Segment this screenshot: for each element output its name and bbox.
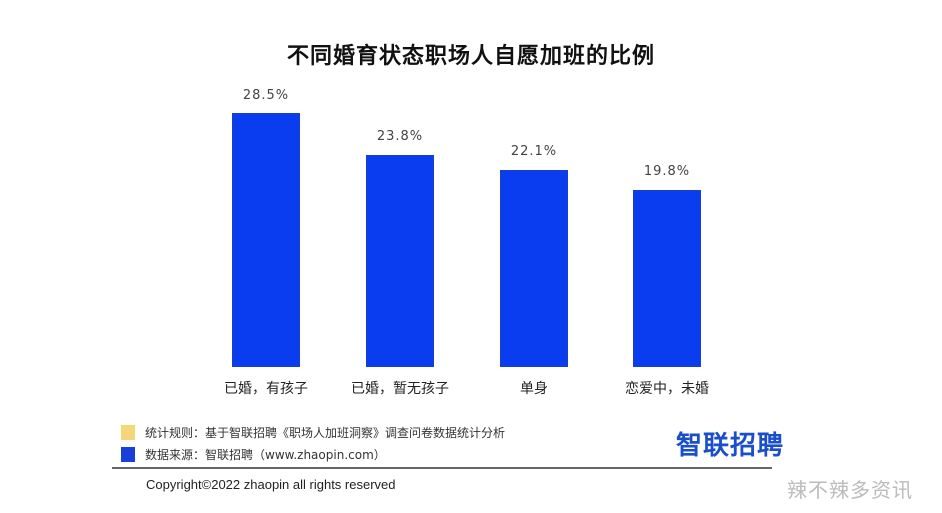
bar-3: [633, 190, 701, 367]
zhaopin-logo: 智联招聘: [676, 431, 785, 461]
category-label-1: 已婚，暂无孩子: [351, 381, 449, 397]
bar-chart: 28.5% 已婚，有孩子 23.8% 已婚，暂无孩子 22.1% 单身 19.8…: [224, 88, 709, 397]
legend-source: 数据来源：智联招聘（www.zhaopin.com）: [121, 446, 386, 463]
watermark-text: 辣不辣多资讯: [787, 478, 913, 502]
copyright-text: Copyright©2022 zhaopin all rights reserv…: [146, 477, 396, 492]
value-label-0: 28.5%: [242, 88, 290, 103]
category-label-2: 单身: [520, 381, 548, 397]
chart-title: 不同婚育状态职场人自愿加班的比例: [286, 44, 655, 69]
blue-swatch-icon: [121, 447, 135, 462]
legend-source-text: 数据来源：智联招聘（www.zhaopin.com）: [145, 448, 386, 462]
value-label-3: 19.8%: [643, 164, 691, 179]
category-label-0: 已婚，有孩子: [224, 381, 308, 397]
value-label-2: 22.1%: [510, 144, 558, 159]
value-label-1: 23.8%: [376, 129, 424, 144]
bar-0: [232, 113, 300, 367]
yellow-swatch-icon: [121, 425, 135, 440]
footer-divider: [112, 467, 772, 469]
category-label-3: 恋爱中，未婚: [625, 381, 709, 397]
legend-rule-text: 统计规则：基于智联招聘《职场人加班洞察》调查问卷数据统计分析: [145, 426, 506, 440]
bar-1: [366, 155, 434, 367]
legend-rule: 统计规则：基于智联招聘《职场人加班洞察》调查问卷数据统计分析: [121, 424, 505, 441]
bar-2: [500, 170, 568, 367]
